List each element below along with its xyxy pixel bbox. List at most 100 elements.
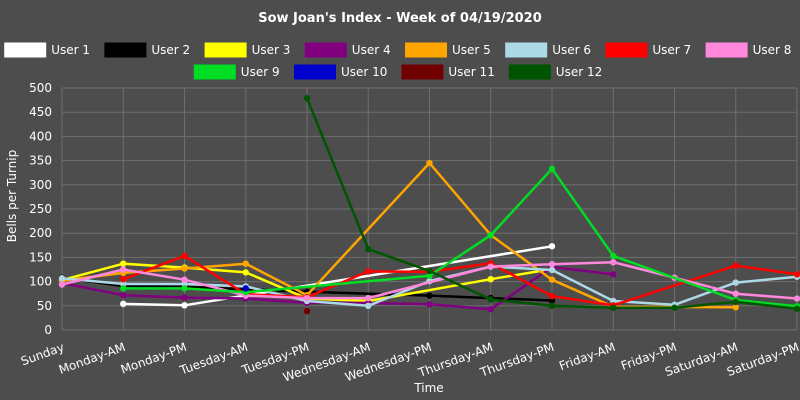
series-10 xyxy=(242,285,249,292)
data-point xyxy=(548,243,556,250)
legend-swatch xyxy=(4,42,47,58)
legend-item: User 2 xyxy=(104,42,190,58)
legend-label: User 8 xyxy=(753,43,792,57)
data-point xyxy=(365,302,372,309)
y-tick-label: 200 xyxy=(29,226,52,240)
legend-label: User 6 xyxy=(552,43,591,57)
data-point xyxy=(58,275,66,282)
data-point xyxy=(120,300,127,308)
data-point xyxy=(610,259,617,266)
series-12 xyxy=(303,94,800,312)
legend-item: User 1 xyxy=(4,42,90,58)
legend-label: User 4 xyxy=(352,43,391,57)
legend-swatch xyxy=(605,42,648,58)
data-point xyxy=(487,305,494,313)
legend-label: User 2 xyxy=(151,43,190,57)
data-point xyxy=(548,266,556,274)
data-point xyxy=(181,302,188,309)
data-point xyxy=(732,298,739,306)
legend-item: User 4 xyxy=(304,42,391,58)
legend-label: User 11 xyxy=(448,65,494,79)
legend-label: User 10 xyxy=(341,65,387,79)
data-point xyxy=(487,275,494,283)
legend-label: User 9 xyxy=(241,65,280,79)
data-point xyxy=(548,165,556,173)
x-axis-title: Time xyxy=(413,381,443,395)
series-11 xyxy=(303,307,311,315)
data-point xyxy=(365,294,372,302)
data-point xyxy=(548,292,556,300)
y-tick-label: 350 xyxy=(29,154,52,168)
y-tick-label: 500 xyxy=(29,81,52,95)
data-point xyxy=(120,260,127,267)
legend-label: User 1 xyxy=(51,43,90,57)
legend-item: User 5 xyxy=(405,42,491,58)
legend-swatch xyxy=(505,42,548,58)
data-point xyxy=(487,296,494,303)
data-point xyxy=(732,279,739,286)
series-1 xyxy=(120,243,556,309)
data-point xyxy=(242,269,249,276)
data-point xyxy=(487,263,494,270)
data-point xyxy=(120,266,127,273)
series-line xyxy=(61,262,553,303)
y-axis-title: Bells per Turnip xyxy=(5,150,19,243)
data-point xyxy=(671,304,678,311)
data-point xyxy=(120,275,127,283)
legend-item: User 11 xyxy=(401,64,495,80)
data-point xyxy=(365,245,372,253)
y-tick-label: 250 xyxy=(29,202,52,216)
data-point xyxy=(732,262,739,269)
data-point xyxy=(303,294,311,302)
y-tick-label: 100 xyxy=(29,275,52,289)
y-axis: 0 50 100 150 200 250 300 350 400 450 500 xyxy=(29,81,52,337)
legend-swatch xyxy=(294,64,336,80)
legend: User 1 User 2 User 3 User 4 User 5 User 6 User… xyxy=(4,42,792,80)
data-point xyxy=(242,285,249,292)
legend-label: User 3 xyxy=(252,43,291,57)
legend-label: User 12 xyxy=(556,65,602,79)
data-point xyxy=(181,285,188,292)
data-point xyxy=(732,290,739,297)
data-point xyxy=(120,291,127,299)
data-point xyxy=(181,252,188,260)
data-point xyxy=(610,304,617,311)
legend-swatch xyxy=(304,42,347,58)
data-point xyxy=(548,260,556,268)
data-point xyxy=(487,231,494,239)
data-point xyxy=(181,294,188,301)
series-line xyxy=(61,161,736,309)
legend-item: User 8 xyxy=(705,42,792,58)
series-layer xyxy=(58,94,800,315)
legend-item: User 3 xyxy=(204,42,291,58)
legend-swatch xyxy=(405,42,447,58)
y-tick-label: 150 xyxy=(29,250,52,264)
data-point xyxy=(426,301,433,308)
data-point xyxy=(793,305,800,312)
data-point xyxy=(610,271,617,278)
data-point xyxy=(303,307,311,315)
data-point xyxy=(793,271,800,278)
legend-swatch xyxy=(508,64,551,80)
y-tick-label: 50 xyxy=(37,299,52,313)
legend-swatch xyxy=(705,42,748,58)
legend-swatch xyxy=(401,64,444,80)
data-point xyxy=(242,260,249,267)
legend-swatch xyxy=(193,64,236,80)
y-tick-label: 450 xyxy=(29,105,52,119)
data-point xyxy=(426,159,433,167)
legend-swatch xyxy=(104,42,147,58)
data-point xyxy=(548,302,556,309)
y-tick-label: 300 xyxy=(29,178,52,192)
chart-title: Sow Joan's Index - Week of 04/19/2020 xyxy=(258,11,542,26)
data-point xyxy=(793,295,800,302)
legend-item: User 10 xyxy=(294,64,387,80)
data-point xyxy=(58,281,66,288)
y-tick-label: 400 xyxy=(29,129,52,143)
data-point xyxy=(548,276,556,283)
data-point xyxy=(303,94,311,102)
data-point xyxy=(426,292,433,299)
data-point xyxy=(120,285,127,292)
